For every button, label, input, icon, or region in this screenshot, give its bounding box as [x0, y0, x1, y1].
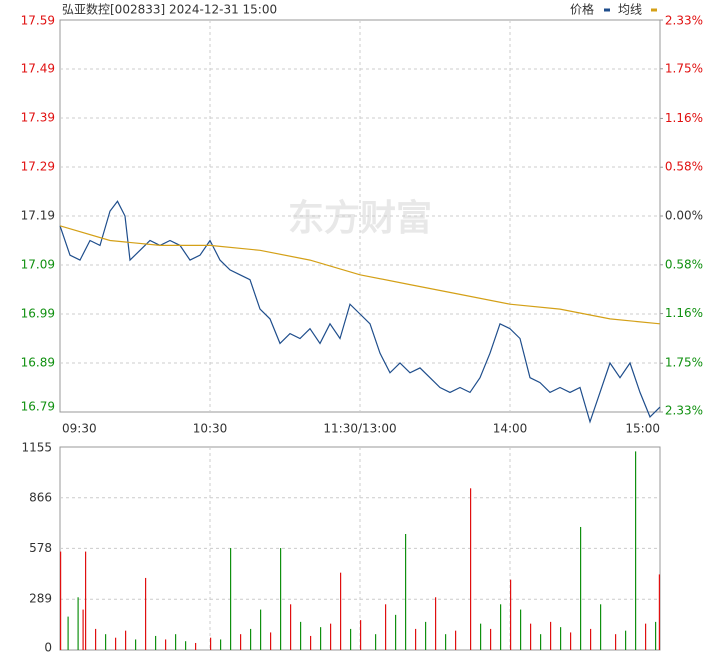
y-tick-label: 17.39 — [21, 111, 55, 125]
volume-bar — [375, 634, 377, 650]
volume-bar — [395, 614, 397, 650]
volume-bar — [350, 628, 352, 650]
volume-bar — [435, 597, 437, 650]
volume-bar — [580, 526, 582, 650]
y2-tick-label: 2.33% — [665, 404, 703, 418]
volume-bar — [510, 579, 512, 650]
y-tick-label: 17.09 — [21, 258, 55, 272]
y-tick-label: 17.19 — [21, 209, 55, 223]
volume-bar — [570, 632, 572, 650]
volume-bar — [95, 628, 97, 650]
y-tick-label: 16.99 — [21, 307, 55, 321]
volume-bar — [550, 621, 552, 650]
x-tick-label: 11:30/13:00 — [323, 422, 396, 436]
volume-bar — [115, 637, 117, 650]
y-tick-label: 289 — [29, 592, 52, 606]
y-tick-label: 0 — [44, 641, 52, 655]
volume-bar — [310, 635, 312, 650]
volume-bar — [240, 634, 242, 650]
y-tick-label: 16.89 — [21, 356, 55, 370]
x-tick-label: 15:00 — [625, 422, 660, 436]
volume-bar — [280, 548, 282, 650]
volume-bar — [540, 634, 542, 650]
volume-bar — [105, 634, 107, 650]
volume-bar — [230, 548, 232, 650]
volume-bar — [67, 616, 69, 650]
x-tick-label: 09:30 — [62, 422, 97, 436]
legend-label: 均线 — [618, 3, 642, 17]
y-tick-label: 1155 — [21, 441, 52, 455]
y2-tick-label: 0.58% — [665, 257, 703, 271]
y-tick-label: 17.29 — [21, 160, 55, 174]
y-tick-label: 17.59 — [21, 14, 55, 28]
volume-bar — [560, 627, 562, 650]
volume-bar — [185, 641, 187, 650]
volume-bar — [125, 630, 127, 650]
x-tick-label: 14:00 — [493, 422, 528, 436]
volume-bar — [405, 534, 407, 650]
y2-tick-label: 1.16% — [665, 111, 703, 125]
volume-bar — [330, 623, 332, 650]
y2-tick-label: 1.16% — [665, 306, 703, 320]
volume-bar — [290, 604, 292, 650]
volume-bar — [645, 623, 647, 650]
volume-bar — [175, 634, 177, 650]
price-line — [59, 200, 661, 424]
volume-bar — [135, 639, 137, 650]
volume-bar — [635, 451, 637, 650]
y2-tick-label: 1.75% — [665, 356, 703, 370]
legend-label: 价格 — [570, 2, 594, 17]
volume-bar — [155, 635, 157, 650]
volume-bar — [85, 551, 87, 650]
volume-bar — [165, 639, 167, 650]
volume-bar — [655, 621, 657, 650]
volume-bar — [455, 630, 457, 650]
volume-bar — [250, 628, 252, 650]
y2-tick-label: 2.33% — [665, 14, 703, 28]
volume-bar — [360, 620, 362, 650]
y2-tick-label: 0.00% — [665, 209, 703, 223]
price-line — [59, 225, 661, 325]
y-tick-label: 866 — [29, 490, 52, 504]
volume-bar — [300, 621, 302, 650]
volume-bar — [77, 597, 79, 650]
volume-bar — [320, 627, 322, 650]
volume-bar — [260, 609, 262, 650]
volume-bar — [220, 639, 222, 650]
volume-bar — [490, 628, 492, 650]
x-tick-label: 10:30 — [193, 422, 228, 436]
volume-bar — [500, 604, 502, 650]
volume-bar — [60, 551, 62, 650]
volume-bar — [145, 577, 147, 650]
volume-bar — [445, 634, 447, 650]
chart-title: 弘亚数控[002833] 2024-12-31 15:00 — [62, 2, 277, 17]
volume-bar — [590, 628, 592, 650]
volume-bar — [415, 628, 417, 650]
volume-bar — [600, 604, 602, 650]
y-tick-label: 16.79 — [21, 400, 55, 414]
volume-bar — [470, 488, 472, 650]
volume-bar — [82, 609, 84, 650]
y2-tick-label: 0.58% — [665, 160, 703, 174]
volume-bar — [530, 623, 532, 650]
volume-bar — [270, 632, 272, 650]
y-tick-label: 17.49 — [21, 62, 55, 76]
y-tick-label: 578 — [29, 541, 52, 555]
volume-bar — [480, 623, 482, 650]
volume-bar — [615, 634, 617, 650]
volume-bar — [520, 609, 522, 650]
volume-bar — [210, 637, 212, 650]
volume-bar — [385, 604, 387, 650]
volume-bar — [195, 642, 197, 650]
volume-bar — [425, 621, 427, 650]
volume-bar — [340, 572, 342, 650]
volume-bar — [625, 630, 627, 650]
volume-bar — [658, 574, 660, 650]
y2-tick-label: 1.75% — [665, 61, 703, 75]
